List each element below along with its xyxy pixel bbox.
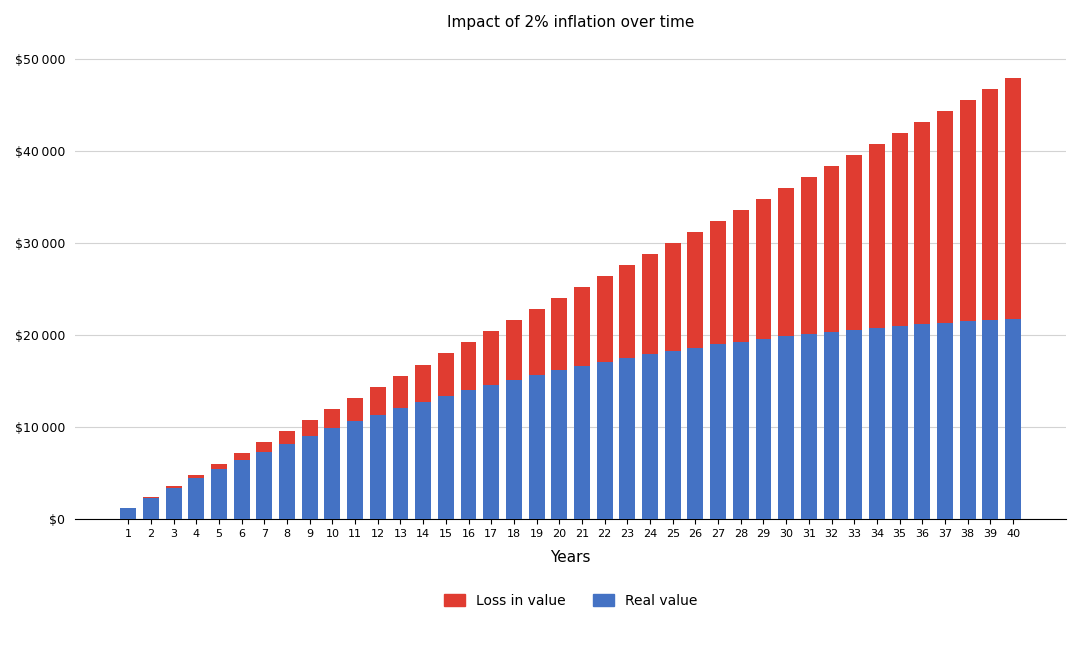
Bar [665, 351, 681, 519]
Bar [165, 486, 182, 488]
Bar [824, 166, 840, 332]
Bar [892, 326, 908, 519]
Bar [642, 254, 658, 354]
Bar [506, 380, 522, 519]
Bar [778, 188, 795, 336]
Bar [778, 336, 795, 519]
Bar [143, 498, 159, 519]
Bar [915, 122, 931, 324]
Bar [324, 409, 341, 428]
Bar [302, 420, 318, 436]
Bar [983, 320, 998, 519]
Bar [279, 431, 295, 444]
Bar [846, 155, 863, 330]
Bar [665, 243, 681, 351]
Bar [597, 362, 613, 519]
Bar [619, 265, 636, 358]
Bar [120, 508, 136, 519]
Bar [211, 469, 227, 519]
Bar [756, 339, 772, 519]
Bar [438, 396, 454, 519]
Bar [279, 444, 295, 519]
Bar [915, 324, 931, 519]
Bar [801, 334, 817, 519]
Bar [324, 428, 341, 519]
Bar [415, 364, 431, 402]
Bar [415, 402, 431, 519]
Bar [483, 385, 499, 519]
Bar [642, 354, 658, 519]
Bar [688, 232, 704, 348]
Bar [551, 370, 568, 519]
X-axis label: Years: Years [550, 550, 591, 565]
Bar [824, 332, 840, 519]
Bar [574, 287, 590, 366]
Bar [392, 376, 409, 408]
Bar [710, 344, 726, 519]
Bar [256, 452, 272, 519]
Bar [960, 100, 975, 322]
Bar [1005, 319, 1020, 519]
Bar [983, 89, 998, 320]
Bar [619, 358, 636, 519]
Bar [347, 398, 363, 422]
Bar [233, 453, 250, 460]
Bar [892, 133, 908, 326]
Bar [960, 322, 975, 519]
Bar [370, 386, 386, 415]
Legend: Loss in value, Real value: Loss in value, Real value [438, 588, 703, 613]
Bar [347, 422, 363, 519]
Bar [370, 415, 386, 519]
Bar [302, 436, 318, 519]
Bar [574, 366, 590, 519]
Bar [869, 328, 885, 519]
Bar [256, 442, 272, 452]
Title: Impact of 2% inflation over time: Impact of 2% inflation over time [446, 15, 694, 30]
Bar [483, 332, 499, 385]
Bar [733, 342, 749, 519]
Bar [688, 348, 704, 519]
Bar [211, 464, 227, 469]
Bar [801, 177, 817, 334]
Bar [710, 221, 726, 344]
Bar [506, 320, 522, 380]
Bar [529, 375, 545, 519]
Bar [165, 488, 182, 519]
Bar [529, 309, 545, 375]
Bar [233, 460, 250, 519]
Bar [438, 354, 454, 396]
Bar [392, 408, 409, 519]
Bar [551, 298, 568, 370]
Bar [597, 276, 613, 362]
Bar [461, 342, 477, 390]
Bar [869, 144, 885, 328]
Bar [937, 111, 952, 323]
Bar [733, 210, 749, 342]
Bar [461, 390, 477, 519]
Bar [143, 497, 159, 498]
Bar [756, 199, 772, 339]
Bar [188, 475, 204, 478]
Bar [1005, 78, 1020, 319]
Bar [188, 478, 204, 519]
Bar [846, 330, 863, 519]
Bar [937, 323, 952, 519]
